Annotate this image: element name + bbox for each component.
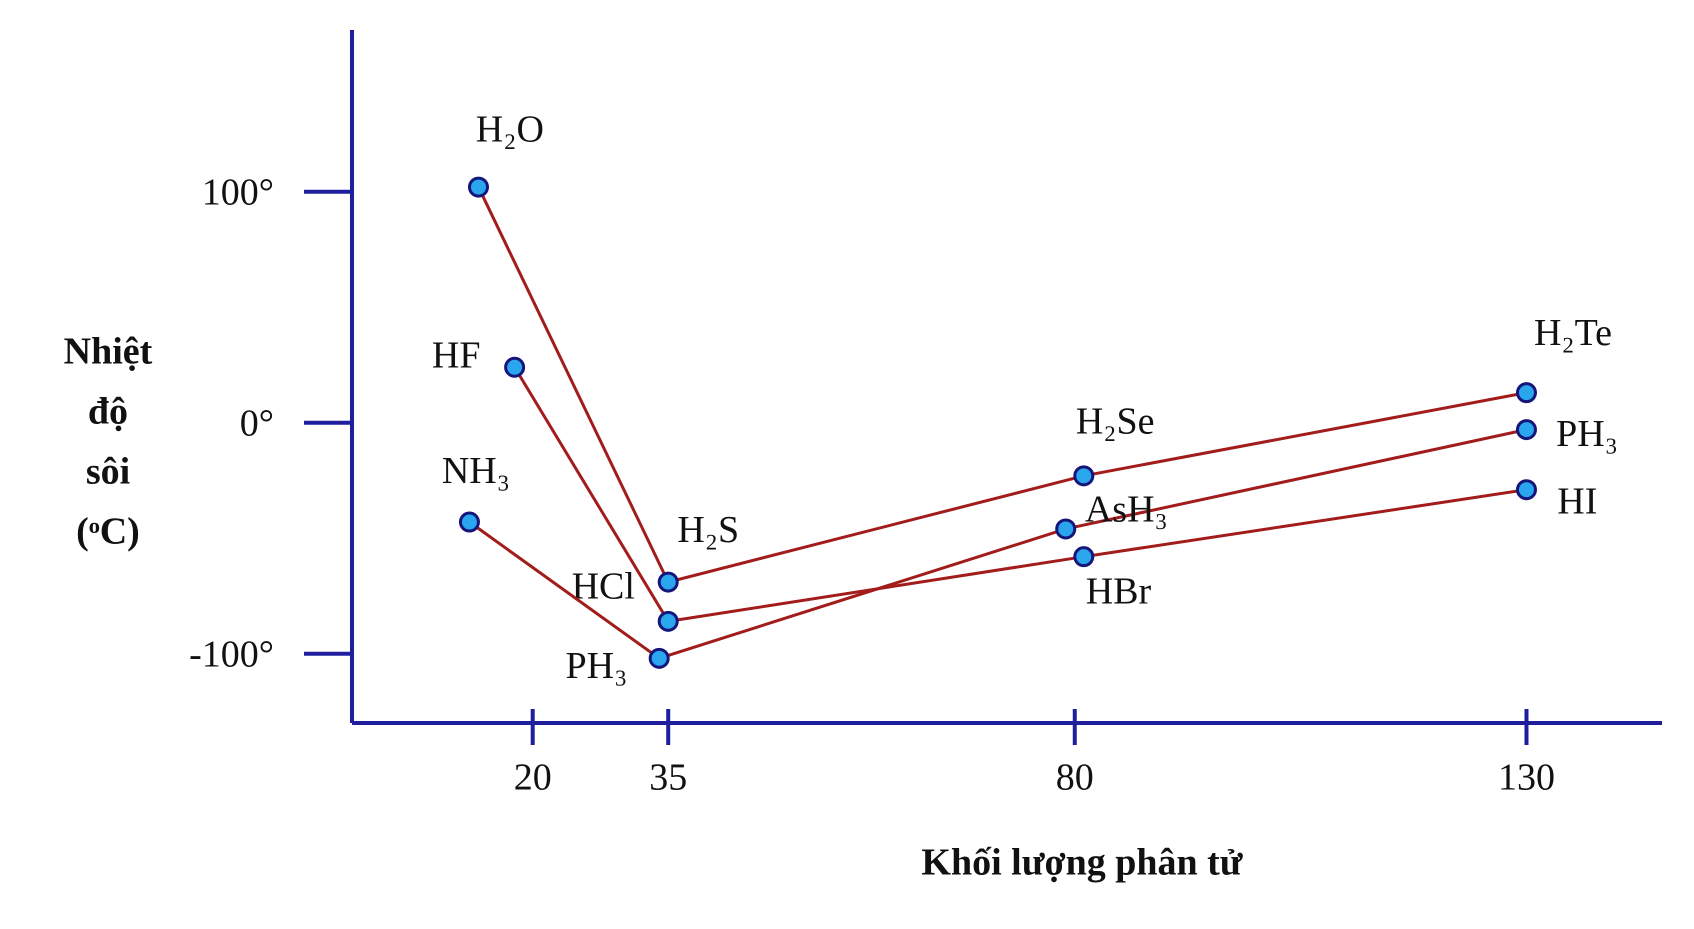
y-axis-title: sôi: [86, 451, 130, 493]
point-label: HF: [432, 334, 481, 376]
point-label: PH₃: [566, 645, 628, 687]
marker: [504, 356, 526, 378]
marker: [657, 610, 679, 632]
point-label: H₂O: [476, 109, 544, 151]
series-line: [468, 428, 1527, 660]
marker: [1515, 479, 1537, 501]
marker: [1515, 382, 1537, 404]
x-tick-label: 130: [1498, 757, 1555, 799]
point-label: HBr: [1086, 570, 1152, 612]
y-axis-title: Nhiệt: [64, 331, 153, 373]
marker: [467, 176, 489, 198]
x-axis-title: Khối lượng phân tử: [921, 842, 1243, 884]
y-tick-label: 100°: [202, 171, 274, 213]
point-label: NH₃: [442, 450, 510, 492]
marker: [1073, 465, 1095, 487]
y-axis-title: độ: [88, 391, 128, 433]
point-label: H₂Te: [1534, 312, 1612, 354]
series-line: [477, 186, 1527, 584]
point-label: H₂S: [677, 509, 739, 551]
point-label: HCl: [572, 566, 635, 608]
marker: [458, 511, 480, 533]
marker: [657, 571, 679, 593]
marker: [648, 647, 670, 669]
marker: [1055, 518, 1077, 540]
y-tick-label: -100°: [189, 633, 274, 675]
x-tick-label: 35: [649, 757, 687, 799]
point-label: HI: [1557, 481, 1597, 523]
marker: [1515, 419, 1537, 441]
point-label: PH₃: [1556, 413, 1618, 455]
marker: [1073, 546, 1095, 568]
point-label: AsH₃: [1085, 488, 1168, 530]
y-axis-title: (ᵒC): [76, 511, 140, 553]
y-tick-label: 0°: [240, 402, 274, 444]
point-label: H₂Se: [1076, 401, 1155, 443]
x-tick-label: 20: [514, 757, 552, 799]
x-tick-label: 80: [1056, 757, 1094, 799]
